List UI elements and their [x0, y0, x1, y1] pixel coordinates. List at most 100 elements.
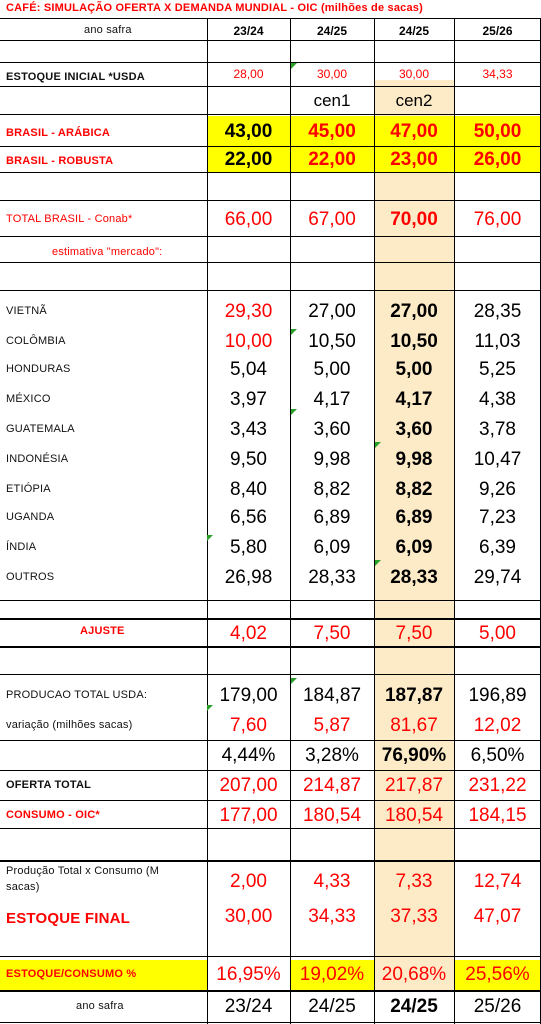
row-label: sacas) [6, 881, 40, 893]
cell-value: 47,07 [473, 906, 522, 927]
cell-value: 50,00 [473, 121, 522, 142]
cell-value: 70,00 [390, 209, 438, 230]
grid-hline [0, 172, 541, 173]
cell-value: 4,44% [221, 745, 276, 766]
row-label: BRASIL - ROBUSTA [6, 155, 114, 167]
cell-value: 20,68% [381, 964, 447, 985]
cell-value: 4,33 [313, 871, 351, 892]
footer-col: 23/24 [224, 996, 273, 1017]
cell-value: 4,02 [230, 623, 267, 644]
cell-value: 6,56 [230, 507, 267, 528]
cell-value: 66,00 [224, 209, 273, 230]
grid-hline [0, 800, 541, 801]
highlight-cell [454, 960, 540, 990]
row-label: INDONÉSIA [6, 453, 69, 465]
cell-value: 7,50 [395, 623, 433, 644]
row-label: ETIÓPIA [6, 483, 51, 495]
comment-marker-icon [207, 705, 213, 711]
highlight-cell [374, 116, 454, 172]
grid-hline [0, 956, 541, 957]
cell-value: 3,78 [479, 419, 516, 440]
cell-value: 10,00 [224, 331, 273, 352]
cell-value: 28,33 [390, 567, 438, 588]
cell-value: 34,33 [308, 906, 356, 927]
cell-value: 6,89 [313, 507, 351, 528]
cell-value: 5,87 [313, 715, 351, 736]
cell-value: 9,98 [395, 449, 433, 470]
cell-value: 9,50 [230, 449, 267, 470]
cell-value: 3,60 [313, 419, 351, 440]
comment-marker-icon [207, 535, 213, 541]
row-label: HONDURAS [6, 363, 71, 375]
cell-value: 6,09 [395, 537, 433, 558]
grid-vline [374, 18, 375, 1024]
cell-value: 5,00 [479, 623, 516, 644]
cell-value: 3,28% [305, 745, 359, 766]
cell-value: 76,00 [473, 209, 522, 230]
grid-hline [0, 62, 541, 63]
highlight-cell [0, 960, 207, 990]
row-label: CONSUMO - OIC* [6, 809, 100, 821]
scenario-column-highlight [374, 80, 454, 992]
header-col: 24/25 [316, 24, 348, 38]
cell-value: 10,50 [308, 331, 356, 352]
cell-value: 3,60 [395, 419, 433, 440]
cell-value: 19,02% [299, 964, 365, 985]
cell-value: 196,89 [468, 685, 527, 706]
cell-value: 12,74 [473, 871, 522, 892]
grid-hline [0, 770, 541, 771]
cell-value: 207,00 [219, 775, 278, 796]
row-label: ESTOQUE/CONSUMO % [6, 968, 137, 980]
cell-value: 6,89 [395, 507, 433, 528]
cell-value: 6,39 [479, 537, 516, 558]
header-col: 25/26 [482, 24, 513, 38]
cell-value: 5,00 [395, 359, 433, 380]
cell-value: 5,00 [313, 359, 351, 380]
cell-value: 29,74 [473, 567, 522, 588]
grid-hline [0, 40, 541, 41]
grid-hline [0, 618, 541, 620]
grid-hline [0, 646, 541, 648]
cell-value: 5,25 [479, 359, 516, 380]
grid-vline [454, 18, 455, 1024]
cell-value: 30,00 [316, 67, 348, 81]
cell-value: 177,00 [219, 805, 278, 826]
header-label: ano safra [84, 24, 132, 36]
footer-col: 24/25 [308, 996, 356, 1017]
row-label: ÍNDIA [6, 541, 37, 553]
cell-value: 231,22 [468, 775, 527, 796]
cell-value: 184,87 [302, 685, 362, 706]
footer-label: ano safra [76, 1000, 124, 1012]
row-label: VIETNÃ [6, 305, 47, 317]
cell-value: 22,00 [308, 149, 356, 170]
cell-value: 45,00 [308, 121, 356, 142]
cell-value: 10,47 [473, 449, 522, 470]
estimativa-label: estimativa "mercado": [52, 246, 163, 258]
highlight-cell [290, 960, 374, 990]
scenario-label: cen1 [313, 91, 351, 110]
cell-value: 8,40 [230, 479, 267, 500]
grid-hline [0, 200, 541, 201]
grid-hline [0, 236, 541, 237]
footer-col: 25/26 [473, 996, 522, 1017]
cell-value: 6,50% [470, 745, 525, 766]
cell-value: 187,87 [384, 685, 444, 706]
cell-value: 9,26 [479, 479, 516, 500]
cell-value: 28,00 [233, 67, 264, 81]
cell-value: 28,35 [473, 301, 522, 322]
header-col: 24/25 [398, 24, 430, 38]
row-label: variação (milhões sacas) [6, 719, 133, 731]
cell-value: 23,00 [390, 149, 438, 170]
grid-hline [0, 114, 541, 115]
cell-value: 11,03 [474, 331, 521, 352]
grid-vline [290, 18, 291, 1024]
grid-hline [0, 18, 541, 19]
cell-value: 184,15 [468, 805, 527, 826]
row-label: Produção Total x Consumo (M [6, 865, 160, 877]
header-col: 23/24 [233, 24, 264, 38]
footer-col: 24/25 [390, 996, 438, 1017]
grid-hline [0, 1022, 541, 1023]
cell-value: 10,50 [390, 331, 438, 352]
cell-value: 7,60 [230, 715, 267, 736]
highlight-cell [207, 116, 290, 172]
